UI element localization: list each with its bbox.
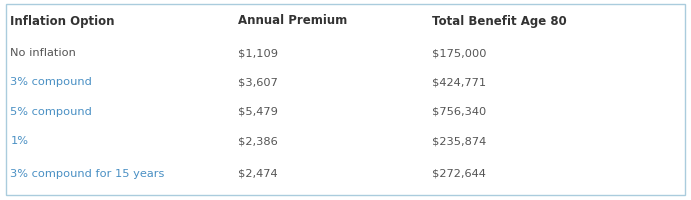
Text: $272,644: $272,644: [432, 169, 486, 179]
Text: $5,479: $5,479: [238, 107, 278, 117]
Text: Inflation Option: Inflation Option: [10, 15, 115, 27]
Text: 1%: 1%: [10, 136, 28, 146]
Text: $756,340: $756,340: [432, 107, 486, 117]
Text: $1,109: $1,109: [238, 48, 278, 58]
Text: $175,000: $175,000: [432, 48, 486, 58]
Text: $3,607: $3,607: [238, 77, 278, 87]
Text: $2,474: $2,474: [238, 169, 278, 179]
Text: 3% compound for 15 years: 3% compound for 15 years: [10, 169, 164, 179]
FancyBboxPatch shape: [6, 4, 685, 195]
Text: Total Benefit Age 80: Total Benefit Age 80: [432, 15, 567, 27]
Text: $2,386: $2,386: [238, 136, 278, 146]
Text: $424,771: $424,771: [432, 77, 486, 87]
Text: No inflation: No inflation: [10, 48, 76, 58]
Text: 3% compound: 3% compound: [10, 77, 92, 87]
Text: 5% compound: 5% compound: [10, 107, 92, 117]
Text: Annual Premium: Annual Premium: [238, 15, 348, 27]
Text: $235,874: $235,874: [432, 136, 486, 146]
